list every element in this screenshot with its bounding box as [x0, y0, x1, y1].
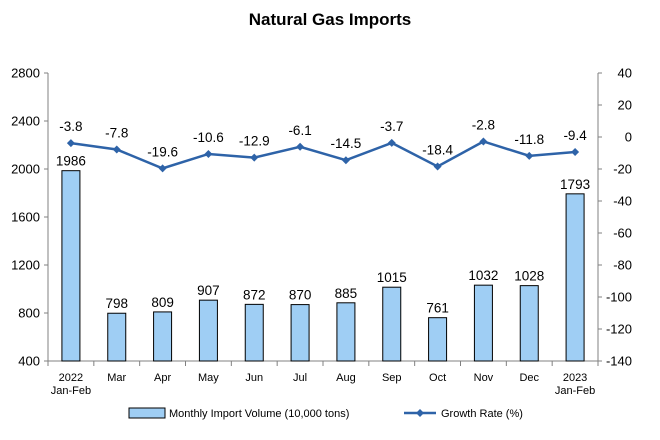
x-category-label: May — [198, 372, 219, 384]
bar-value-label: 1793 — [560, 177, 590, 192]
bar-value-label: 872 — [243, 287, 266, 302]
y-right-tick-label: -100 — [606, 290, 632, 305]
growth-rate-point — [571, 148, 580, 157]
y-left-tick-label: 800 — [18, 306, 40, 321]
bar-value-label: 809 — [151, 295, 174, 310]
bar — [336, 302, 356, 362]
legend-bar-label: Monthly Import Volume (10,000 tons) — [169, 408, 349, 420]
growth-rate-label: -2.8 — [472, 117, 495, 132]
growth-rate-line — [70, 140, 576, 170]
growth-rate-point — [296, 142, 305, 151]
x-category-label: 2022 — [59, 372, 83, 384]
growth-rate-point — [341, 156, 350, 165]
x-category-label: Dec — [519, 372, 539, 384]
growth-rate-label: -19.6 — [147, 144, 178, 159]
growth-rate-label: -7.8 — [105, 125, 128, 140]
growth-rate-point — [250, 153, 259, 162]
growth-rate-label: -6.1 — [288, 123, 311, 138]
growth-rate-label: -14.5 — [331, 136, 362, 151]
y-left-tick-label: 400 — [18, 354, 40, 369]
growth-rate-point — [204, 149, 213, 158]
bar — [244, 303, 264, 362]
growth-rate-label: -12.9 — [239, 134, 270, 149]
bar — [565, 193, 585, 362]
x-category-label: Jan-Feb — [555, 385, 595, 397]
bar-value-label: 870 — [289, 288, 312, 303]
y-left-tick-label: 1200 — [11, 258, 40, 273]
y-right-tick-label: -140 — [606, 354, 632, 369]
bar-value-label: 885 — [335, 286, 358, 301]
y-left-tick-label: 1600 — [11, 210, 40, 225]
y-right-tick-label: -120 — [606, 322, 632, 337]
y-left-tick-label: 2400 — [11, 114, 40, 129]
bar-value-label: 798 — [105, 296, 128, 311]
x-category-label: Oct — [429, 372, 446, 384]
y-right-tick-label: -20 — [613, 162, 632, 177]
bar — [428, 317, 448, 362]
bar-value-label: 907 — [197, 283, 220, 298]
legend-line-marker — [416, 409, 424, 417]
growth-rate-point — [112, 145, 121, 154]
bar — [198, 299, 218, 362]
growth-rate-label: -18.4 — [422, 142, 453, 157]
y-right-tick-label: 20 — [618, 98, 632, 113]
growth-rate-label: -11.8 — [514, 132, 544, 147]
bar — [290, 304, 310, 362]
growth-rate-point — [158, 164, 167, 173]
growth-rate-label: -9.4 — [563, 128, 587, 143]
growth-rate-label: -3.8 — [59, 119, 82, 134]
bar — [382, 286, 402, 362]
x-category-label: Apr — [154, 372, 171, 384]
y-right-tick-label: 40 — [618, 66, 632, 81]
x-category-label: Aug — [336, 372, 356, 384]
bar — [473, 284, 493, 362]
legend-line-label: Growth Rate (%) — [441, 408, 523, 420]
y-left-tick-label: 2800 — [11, 66, 40, 81]
x-category-label: Nov — [474, 372, 494, 384]
y-right-tick-label: -40 — [613, 194, 632, 209]
x-category-label: Jul — [293, 372, 307, 384]
bar — [107, 312, 127, 362]
bar-value-label: 761 — [426, 301, 449, 316]
growth-rate-label: -10.6 — [193, 130, 224, 145]
growth-rate-label: -3.7 — [380, 119, 403, 134]
growth-rate-point — [479, 137, 488, 146]
y-right-tick-label: -60 — [613, 226, 632, 241]
y-right-tick-label: -80 — [613, 258, 632, 273]
x-category-label: Jun — [245, 372, 263, 384]
x-category-label: Sep — [382, 372, 402, 384]
bar-value-label: 1028 — [514, 269, 544, 284]
y-right-tick-label: 0 — [625, 130, 632, 145]
bar-value-label: 1986 — [56, 154, 86, 169]
legend-bar-swatch — [128, 407, 166, 419]
bar-value-label: 1032 — [468, 268, 498, 283]
bar-value-label: 1015 — [377, 270, 407, 285]
x-category-label: Mar — [107, 372, 126, 384]
growth-rate-point — [525, 151, 534, 160]
x-category-label: 2023 — [563, 372, 587, 384]
bar — [519, 285, 539, 362]
growth-rate-point — [433, 162, 442, 171]
bar — [61, 170, 81, 362]
bar — [153, 311, 173, 362]
x-category-label: Jan-Feb — [51, 385, 91, 397]
y-left-tick-label: 2000 — [11, 162, 40, 177]
growth-rate-point — [387, 138, 396, 147]
chart-title: Natural Gas Imports — [248, 10, 412, 29]
growth-rate-point — [66, 139, 75, 148]
